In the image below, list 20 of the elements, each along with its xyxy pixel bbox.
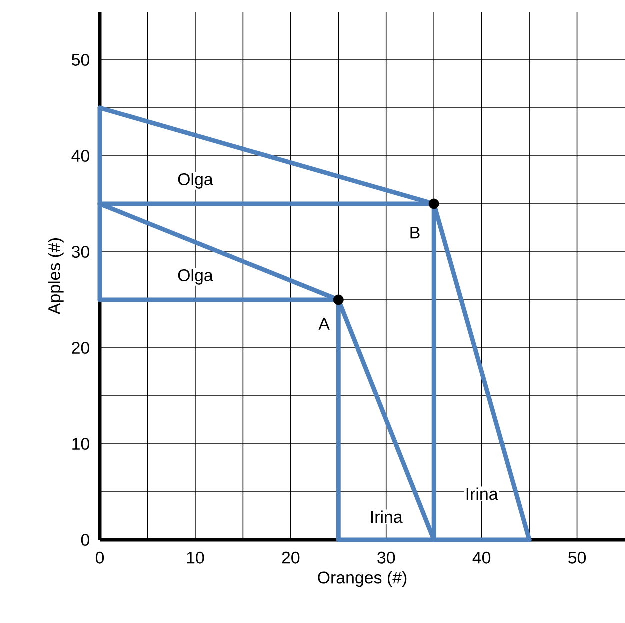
x-tick-label: 40	[472, 552, 491, 564]
y-tick-label: 0	[81, 534, 90, 546]
y-tick-label: 20	[72, 342, 90, 354]
annotation: B	[410, 226, 420, 239]
y-tick-label: 50	[72, 54, 90, 66]
annotation: Olga	[178, 269, 214, 285]
x-axis-title: Oranges (#)	[318, 571, 407, 588]
y-tick-label: 30	[72, 246, 90, 258]
y-tick-label: 10	[72, 438, 90, 450]
annotation: Irina	[466, 488, 498, 500]
y-axis-title: Apples (#)	[48, 238, 64, 315]
x-tick-label: 20	[282, 552, 300, 564]
x-tick-label: 10	[187, 552, 204, 564]
x-tick-label: 50	[568, 552, 586, 564]
annotation: Olga	[178, 173, 214, 189]
annotation: Irina	[371, 510, 403, 524]
x-tick-label: 0	[96, 552, 104, 564]
x-tick-label: 30	[378, 552, 396, 564]
y-tick-label: 40	[72, 150, 90, 162]
annotation: A	[318, 318, 330, 330]
